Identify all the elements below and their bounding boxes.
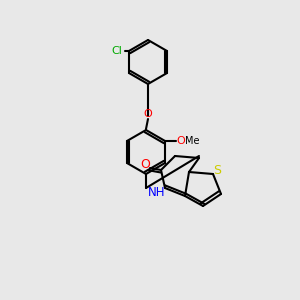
Text: O: O	[144, 109, 152, 119]
Text: NH: NH	[148, 187, 166, 200]
Text: Cl: Cl	[112, 46, 122, 56]
Text: Me: Me	[185, 136, 199, 146]
Text: S: S	[213, 164, 221, 176]
Text: O: O	[177, 136, 185, 146]
Text: O: O	[140, 158, 150, 172]
